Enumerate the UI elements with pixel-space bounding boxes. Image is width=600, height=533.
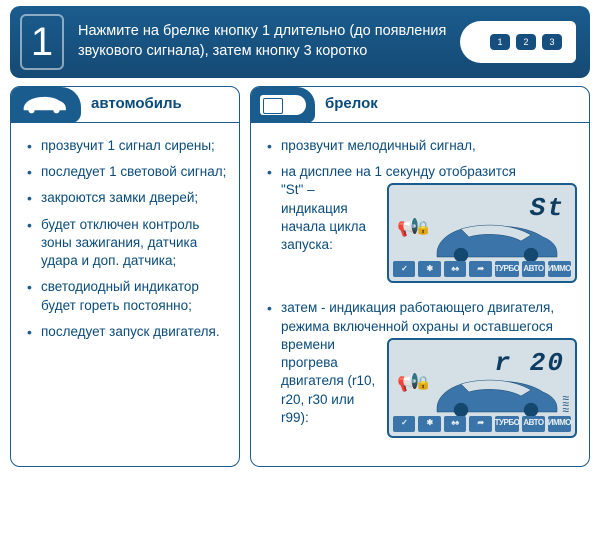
fob-item2-st: "St" – <box>281 182 315 197</box>
lcd-btn: АВТО <box>522 261 544 277</box>
remote-fob-icon: 1 2 3 <box>460 21 576 63</box>
list-item: затем - индикация работающего двигателя,… <box>267 299 577 445</box>
list-item: последует запуск двигателя. <box>27 323 227 341</box>
column-fob-header: брелок <box>251 87 589 123</box>
lcd-btn: ✓ <box>393 416 415 432</box>
fob-icon <box>260 95 306 115</box>
lcd-btn: ✱ <box>418 261 440 277</box>
lcd-btn: ♠♠ <box>444 416 466 432</box>
list-item: прозвучит мелодичный сигнал, <box>267 137 577 155</box>
column-car-title: автомобиль <box>91 94 182 114</box>
lcd-btn: ✱ <box>418 416 440 432</box>
list-item: светодиодный индикатор будет гореть пост… <box>27 278 227 314</box>
lcd-btn: ➦ <box>469 261 491 277</box>
fob-item2-text: индикация начала цикла запуска: <box>281 201 366 252</box>
remote-button-1: 1 <box>490 34 510 50</box>
list-item: прозвучит 1 сигнал сирены; <box>27 137 227 155</box>
column-fob: брелок прозвучит мелодичный сигнал, на д… <box>250 86 590 467</box>
lcd-display-1: St 📢 🔒 ✓ <box>387 183 577 283</box>
lcd-buttons-2: ✓ ✱ ♠♠ ➦ ТУРБО АВТО ИММО <box>393 416 571 432</box>
list-item: будет отключен контроль зоны зажигания, … <box>27 216 227 271</box>
column-car-body: прозвучит 1 сигнал сирены; последует 1 с… <box>11 123 239 361</box>
fob-item2-prefix: на дисплее на 1 секунду отобразится <box>281 163 577 181</box>
lcd-btn: ♠♠ <box>444 261 466 277</box>
list-item: на дисплее на 1 секунду отобразится "St"… <box>267 163 577 291</box>
remote-button-2: 2 <box>516 34 536 50</box>
fob-header-icon-wrap <box>251 87 315 123</box>
column-car: автомобиль прозвучит 1 сигнал сирены; по… <box>10 86 240 467</box>
car-list: прозвучит 1 сигнал сирены; последует 1 с… <box>27 137 227 341</box>
column-fob-title: брелок <box>325 94 378 114</box>
lcd-buttons-1: ✓ ✱ ♠♠ ➦ ТУРБО АВТО ИММО <box>393 261 571 277</box>
fob-item3-prefix: затем - индикация работающего двигателя,… <box>281 299 577 335</box>
column-car-header: автомобиль <box>11 87 239 123</box>
car-header-icon <box>11 87 81 123</box>
lcd-btn: ТУРБО <box>495 261 520 277</box>
car-icon <box>19 93 69 115</box>
lcd-btn: АВТО <box>522 416 544 432</box>
remote-button-3: 3 <box>542 34 562 50</box>
step-number: 1 <box>20 14 64 70</box>
list-item: последует 1 световой сигнал; <box>27 163 227 181</box>
columns: автомобиль прозвучит 1 сигнал сирены; по… <box>0 86 600 477</box>
instruction-bar: 1 Нажмите на брелке кнопку 1 длительно (… <box>10 6 590 78</box>
fob-item3-text: времени прогрева двигателя (r10, r20, r3… <box>281 336 377 427</box>
lcd-btn: ИММО <box>548 416 571 432</box>
exhaust-icon: ≈≈≈ <box>562 395 569 413</box>
column-fob-body: прозвучит мелодичный сигнал, на дисплее … <box>251 123 589 466</box>
lcd-display-2: r 20 📢 🔒 ≈≈≈ <box>387 338 577 438</box>
fob-list: прозвучит мелодичный сигнал, на дисплее … <box>267 137 577 446</box>
list-item: закроются замки дверей; <box>27 189 227 207</box>
lcd-btn: ✓ <box>393 261 415 277</box>
lcd-btn: ➦ <box>469 416 491 432</box>
lock-icon: 🔒 <box>415 374 431 392</box>
lock-icon: 🔒 <box>415 219 431 237</box>
lcd-btn: ТУРБО <box>495 416 520 432</box>
instruction-text: Нажмите на брелке кнопку 1 длительно (до… <box>78 22 460 61</box>
lcd-btn: ИММО <box>548 261 571 277</box>
